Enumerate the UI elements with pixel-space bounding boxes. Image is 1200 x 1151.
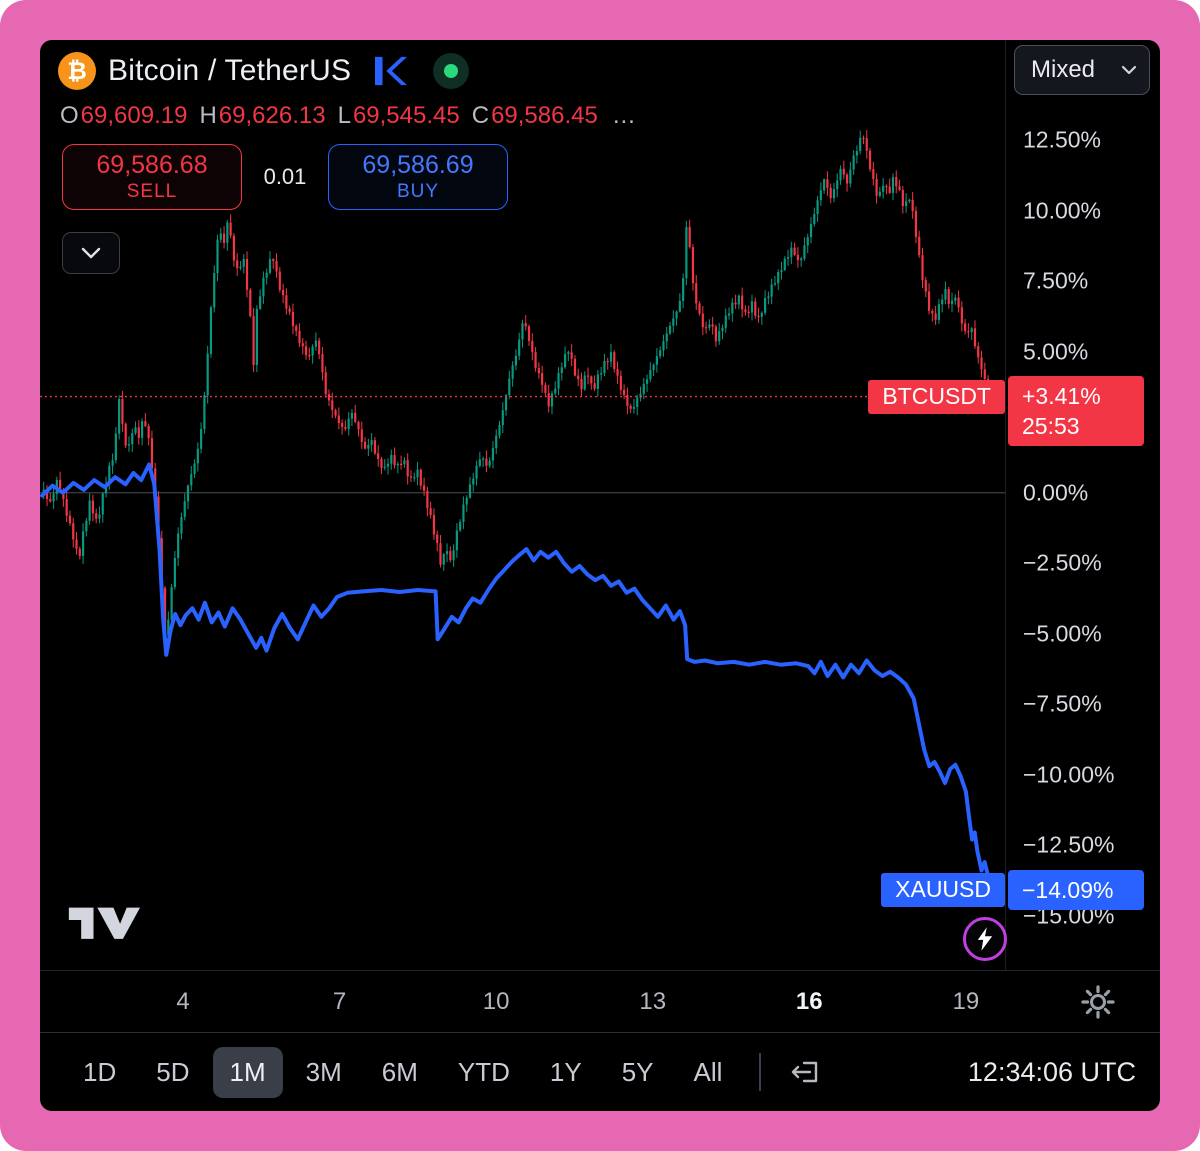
price-tick: 12.50% xyxy=(1023,126,1102,153)
price-tick: 7.50% xyxy=(1023,267,1089,294)
open-label: O xyxy=(60,102,79,129)
price-tick: 10.00% xyxy=(1023,197,1102,224)
buy-price: 69,586.69 xyxy=(362,151,474,179)
price-chart[interactable] xyxy=(40,40,1005,970)
xauusd-price-badge: −14.09% xyxy=(1008,869,1144,910)
time-label: 16 xyxy=(795,988,823,1015)
exchange-logo-icon xyxy=(375,55,408,87)
sell-label: SELL xyxy=(126,181,178,202)
boost-lightning-button[interactable] xyxy=(963,917,1007,961)
price-tick: 5.00% xyxy=(1023,338,1089,365)
spread-value: 0.01 xyxy=(263,164,307,189)
xauusd-series-label: XAUUSD xyxy=(881,872,1005,907)
time-label: 13 xyxy=(639,988,667,1015)
go-to-date-icon xyxy=(792,1061,818,1083)
price-tick: −7.50% xyxy=(1023,690,1102,717)
btcusdt-countdown: 25:53 xyxy=(1022,412,1080,439)
time-label: 4 xyxy=(176,988,190,1015)
ohlc-readout: O 69,609.19 H 69,626.13 L 69,545.45 C 69… xyxy=(60,102,636,130)
price-tick: −12.50% xyxy=(1023,831,1115,858)
range-6m-button[interactable]: 6M xyxy=(381,1056,418,1087)
btcusdt-symbol-text: BTCUSDT xyxy=(882,383,991,410)
time-label: 19 xyxy=(952,988,980,1015)
chart-canvas[interactable]: BTCUSDT XAUUSD xyxy=(40,40,1007,970)
high-value: 69,626.13 xyxy=(218,102,326,129)
buy-label: BUY xyxy=(396,181,440,202)
chevron-down-icon xyxy=(81,247,101,259)
settings-gear-icon[interactable] xyxy=(1080,984,1116,1025)
scale-mode-value: Mixed xyxy=(1031,56,1096,83)
chevron-down-icon xyxy=(1121,65,1137,75)
price-scale[interactable]: Mixed 12.50% 10.00% 7.50% 5.00% 0.00% −2.50% −… xyxy=(1005,40,1160,970)
ohlc-more-indicator[interactable]: … xyxy=(611,102,636,129)
range-5y-button[interactable]: 5Y xyxy=(621,1056,654,1087)
close-label: C xyxy=(471,102,490,129)
price-tick: −10.00% xyxy=(1023,761,1115,788)
lightning-icon xyxy=(977,927,993,951)
range-3m-button[interactable]: 3M xyxy=(305,1056,342,1087)
time-label: 10 xyxy=(482,988,510,1015)
range-all-button[interactable]: All xyxy=(693,1056,723,1087)
price-tick: 0.00% xyxy=(1023,479,1089,506)
low-value: 69,545.45 xyxy=(352,102,460,129)
time-scale[interactable]: 4 7 10 13 16 19 xyxy=(40,970,1160,1033)
btcusdt-price-badge: +3.41% 25:53 xyxy=(1008,375,1144,446)
btcusdt-change: +3.41% xyxy=(1022,382,1101,409)
range-1d-button[interactable]: 1D xyxy=(83,1056,117,1087)
xauusd-symbol-text: XAUUSD xyxy=(895,876,991,903)
open-value: 69,609.19 xyxy=(80,102,188,129)
sell-price: 69,586.68 xyxy=(96,151,208,179)
btcusdt-series-label: BTCUSDT xyxy=(868,379,1005,414)
range-ytd-button[interactable]: YTD xyxy=(457,1056,510,1087)
xauusd-change: −14.09% xyxy=(1022,876,1114,903)
range-5d-button[interactable]: 5D xyxy=(156,1056,190,1087)
range-toolbar: 1D 5D 1M 3M 6M YTD 1Y 5Y All 12:34:06 UTC xyxy=(40,1032,1160,1111)
bitcoin-icon: ₿ xyxy=(58,52,96,90)
price-tick: −2.50% xyxy=(1023,549,1102,576)
buy-button[interactable]: 69,586.69 BUY xyxy=(328,144,508,210)
time-label: 7 xyxy=(332,988,347,1015)
utc-clock[interactable]: 12:34:06 UTC xyxy=(967,1056,1136,1087)
toolbar-divider xyxy=(759,1053,762,1091)
tradingview-logo-icon[interactable] xyxy=(66,896,140,947)
go-to-date-button[interactable] xyxy=(781,1052,829,1092)
market-status-icon[interactable] xyxy=(433,53,470,89)
range-1m-button[interactable]: 1M xyxy=(212,1046,283,1098)
sell-button[interactable]: 69,586.68 SELL xyxy=(62,144,242,210)
high-label: H xyxy=(199,102,217,129)
close-value: 69,586.45 xyxy=(491,102,598,129)
scale-mode-dropdown[interactable]: Mixed xyxy=(1014,45,1150,95)
symbol-title[interactable]: Bitcoin / TetherUS xyxy=(108,54,352,87)
price-tick: −5.00% xyxy=(1023,620,1102,647)
low-label: L xyxy=(337,102,351,129)
chart-widget: BTCUSDT XAUUSD ₿ Bitcoin / TetherUS xyxy=(40,40,1160,1111)
expand-orderpanel-button[interactable] xyxy=(62,232,120,274)
range-1y-button[interactable]: 1Y xyxy=(549,1056,582,1087)
